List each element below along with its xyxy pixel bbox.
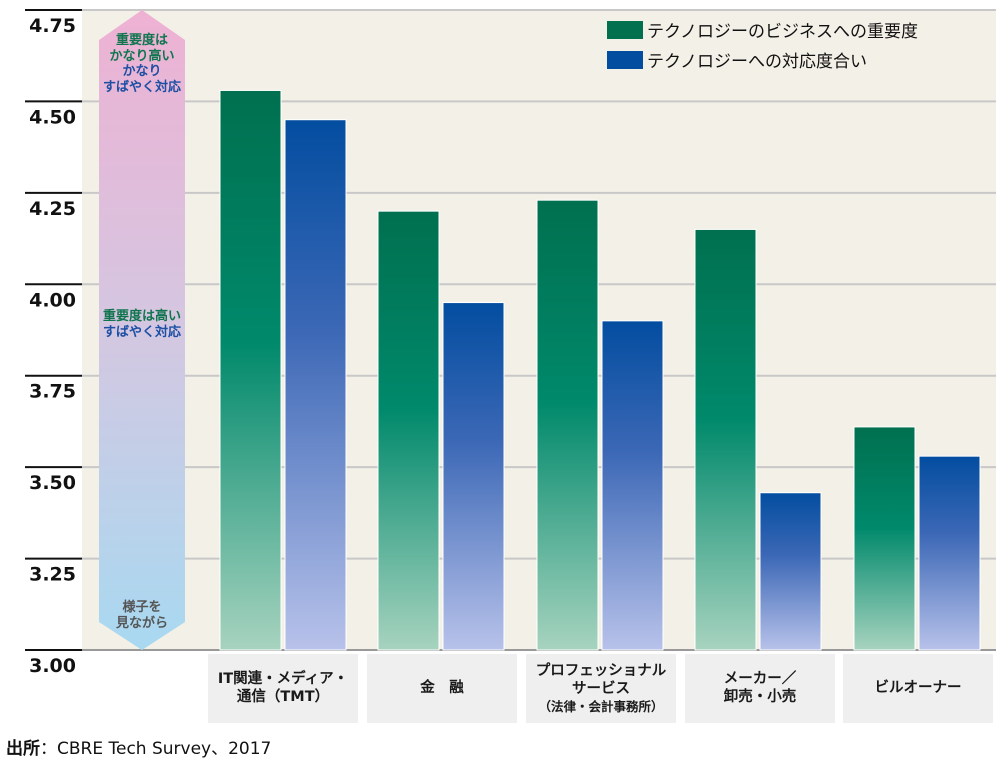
category-sublabel: （法律・会計事務所） xyxy=(538,698,664,714)
annotation-top-importance-2: かなり高い xyxy=(109,48,175,64)
annotation-top-response-2: すばやく対応 xyxy=(102,79,181,95)
y-tick-label: 4.00 xyxy=(29,289,76,311)
bar-importance xyxy=(536,199,599,651)
category-label: 金 融 xyxy=(367,654,517,723)
bar-response xyxy=(284,119,347,651)
category-label: プロフェッショナル サービス （法律・会計事務所） xyxy=(526,654,676,723)
y-tick-label: 3.50 xyxy=(29,472,76,494)
category-label-line: IT関連・メディア・ xyxy=(217,670,349,687)
bar-importance xyxy=(694,228,757,651)
legend-label-importance: テクノロジーのビジネスへの重要度 xyxy=(647,22,918,42)
y-tick-label: 3.00 xyxy=(29,655,76,677)
source-text: ：CBRE Tech Survey、2017 xyxy=(40,739,272,759)
annotation-bottom-2: 見ながら xyxy=(115,615,168,631)
category-label-line: 通信（TMT） xyxy=(236,688,330,705)
legend-label-response: テクノロジーへの対応度合い xyxy=(647,52,867,72)
category-label: IT関連・メディア・ 通信（TMT） xyxy=(208,654,358,723)
annotation-mid: 重要度は高い すばやく対応 xyxy=(82,309,202,340)
annotation-top: 重要度は かなり高い かなり すばやく対応 xyxy=(82,33,202,95)
bars xyxy=(219,89,981,651)
bar-response xyxy=(601,320,664,651)
bar-importance xyxy=(219,89,282,651)
legend-swatch-response xyxy=(607,51,643,69)
bar-response xyxy=(759,492,822,651)
y-axis: 3.00 3.25 3.50 3.75 4.00 4.25 4.50 4.75 xyxy=(25,9,82,677)
legend: テクノロジーのビジネスへの重要度 テクノロジーへの対応度合い xyxy=(607,21,918,72)
annotation-bottom: 様子を 見ながら xyxy=(82,600,202,631)
annotation-top-importance-1: 重要度は xyxy=(115,33,168,48)
source-note: 出所：CBRE Tech Survey、2017 xyxy=(6,734,271,759)
y-tick-label: 4.75 xyxy=(29,15,76,37)
category-label-line: 卸売・小売 xyxy=(723,688,797,705)
annotation-mid-response: すばやく対応 xyxy=(102,324,181,340)
annotation-top-response-1: かなり xyxy=(122,64,162,80)
category-label: ビルオーナー xyxy=(843,654,993,723)
bar-importance xyxy=(853,426,916,651)
category-label-line: ビルオーナー xyxy=(874,679,962,696)
category-label-line: プロフェッショナル xyxy=(535,663,667,680)
category-label-line: 金 融 xyxy=(420,679,464,696)
bar-importance xyxy=(377,210,440,651)
annotation-mid-importance: 重要度は高い xyxy=(102,309,181,324)
category-label-line: サービス xyxy=(572,680,630,697)
scale-arrow xyxy=(99,10,185,650)
y-tick-label: 4.50 xyxy=(29,106,76,128)
annotation-bottom-1: 様子を xyxy=(122,600,162,615)
bar-response xyxy=(442,302,505,651)
y-tick-label: 3.75 xyxy=(29,381,76,403)
bar-response xyxy=(918,455,981,651)
source-label: 出所 xyxy=(6,739,40,759)
y-tick-label: 3.25 xyxy=(29,564,76,586)
category-label-line: メーカー／ xyxy=(723,670,797,687)
category-label: メーカー／ 卸売・小売 xyxy=(685,654,835,723)
y-tick-label: 4.25 xyxy=(29,198,76,220)
legend-swatch-importance xyxy=(607,21,643,39)
